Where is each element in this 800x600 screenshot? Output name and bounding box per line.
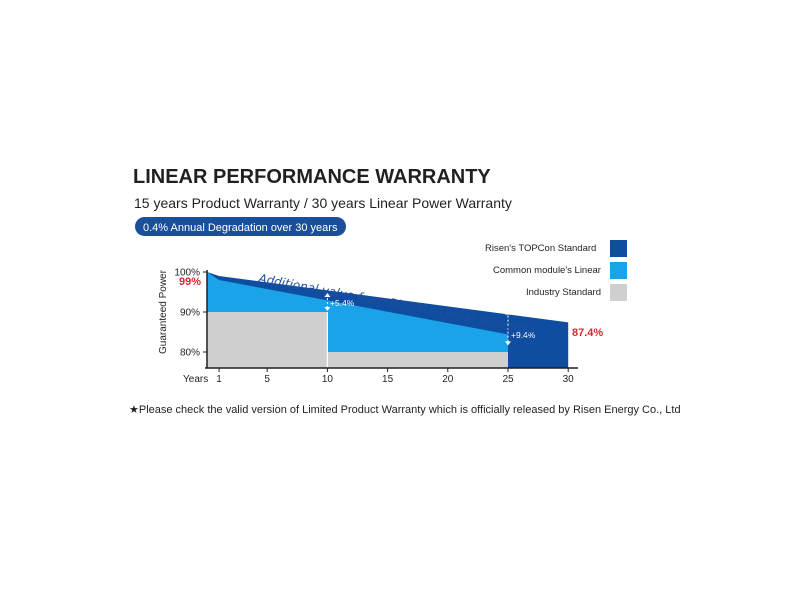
legend-label-common: Common module's Linear <box>493 265 601 276</box>
gain-marker-year-25-arrow-up <box>505 310 511 315</box>
gain-marker-year-10-arrow-up <box>324 293 331 297</box>
legend-label-topcon: Risen's TOPCon Standard <box>485 243 596 254</box>
degradation-badge <box>135 217 346 236</box>
x-tick-label: 5 <box>264 374 270 385</box>
gain-marker-year-25-arrow-down <box>505 341 511 346</box>
y-tick-label: 100% <box>174 268 200 279</box>
x-tick-label: 10 <box>322 374 334 385</box>
end-value-label: 87.4% <box>572 327 603 339</box>
page-subtitle: 15 years Product Warranty / 30 years Lin… <box>134 195 512 211</box>
legend-swatch-common <box>610 262 627 279</box>
footnote: ★Please check the valid version of Limit… <box>129 404 681 416</box>
x-tick-label: 25 <box>502 374 514 385</box>
degradation-badge-label: 0.4% Annual Degradation over 30 years <box>143 222 338 234</box>
legend-swatch-industry <box>610 284 627 301</box>
x-tick-label: 15 <box>382 374 394 385</box>
x-tick-label: 20 <box>442 374 454 385</box>
x-tick-label: 1 <box>216 374 222 385</box>
chart-areas <box>207 272 569 368</box>
page-title: LINEAR PERFORMANCE WARRANTY <box>133 166 491 188</box>
x-tick-label: 30 <box>563 374 575 385</box>
legend-label-industry: Industry Standard <box>526 287 601 298</box>
y-axis-title: Guaranteed Power <box>158 269 169 354</box>
gain-label-year-25: +9.4% <box>511 330 536 340</box>
y-tick-label: 80% <box>180 348 200 359</box>
gain-label-year-10: +5.4% <box>330 298 355 308</box>
area-industry-standard <box>207 312 508 368</box>
chart-legend: Risen's TOPCon Standard Common module's … <box>485 240 627 301</box>
gain-marker-year-10-arrow-down <box>324 307 331 311</box>
start-value-label: 99% <box>179 276 201 288</box>
y-tick-label: 90% <box>180 308 200 319</box>
x-axis-title: Years <box>183 374 208 385</box>
legend-swatch-topcon <box>610 240 627 257</box>
chart-markers <box>324 293 511 346</box>
axis-ticks: 100%90%80%1 5 10 15 20 25 30 <box>174 268 574 386</box>
